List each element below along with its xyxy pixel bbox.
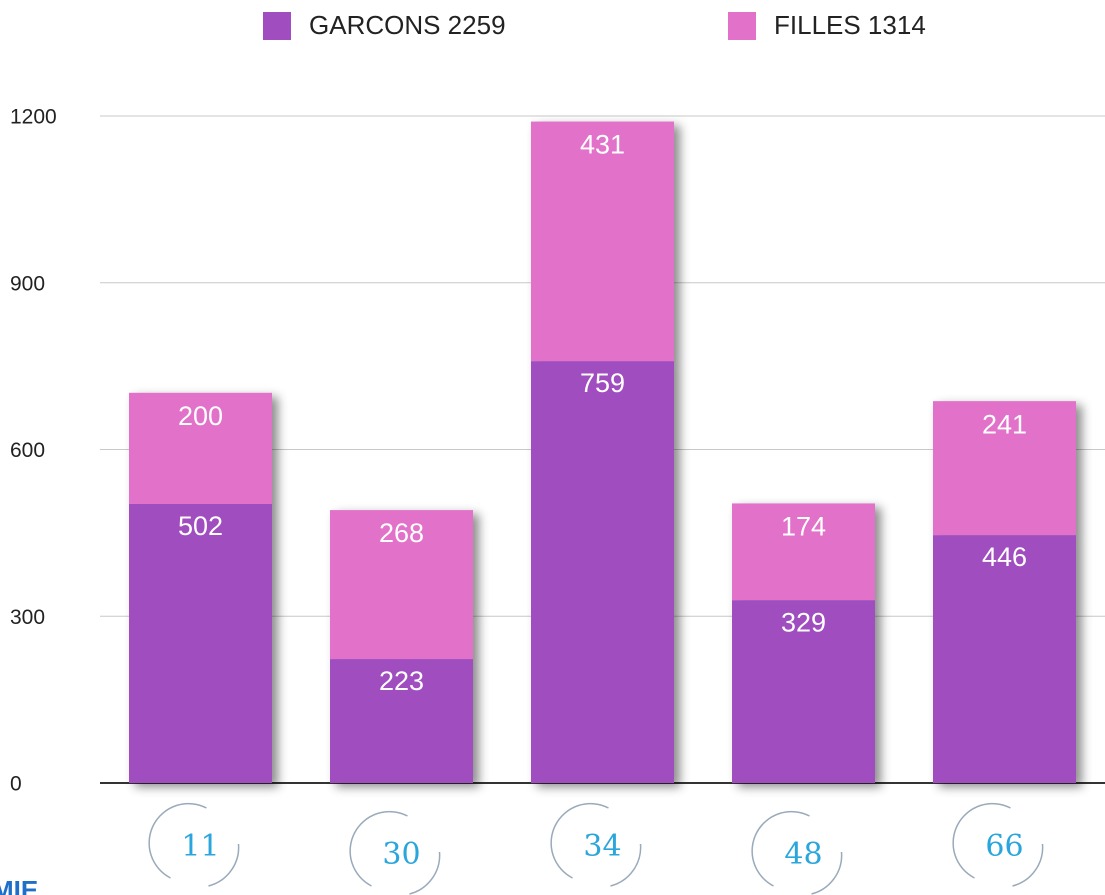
bar-segment: [531, 121, 674, 362]
label-arc: [751, 810, 810, 887]
x-tick-label: 11: [181, 829, 219, 864]
label-arc: [208, 843, 240, 887]
label-arc: [610, 843, 642, 887]
label-arc: [409, 851, 441, 895]
label-arc: [550, 802, 609, 879]
label-arc: [952, 802, 1011, 879]
legend-swatch: [263, 12, 291, 40]
annotation: MIE: [0, 875, 38, 895]
bar-segment: [732, 503, 875, 601]
label-arc: [148, 802, 207, 879]
bar-segment: [933, 401, 1076, 536]
y-tick-label: 300: [10, 606, 45, 629]
data-label: 759: [580, 368, 625, 398]
bar-segment: [330, 510, 473, 660]
legend-swatch: [728, 12, 756, 40]
x-tick-label: 34: [583, 829, 621, 864]
bar-stack: [933, 401, 1076, 783]
x-tick-label: 48: [784, 837, 822, 872]
label-arc: [349, 810, 408, 887]
y-tick-label: 0: [10, 773, 22, 796]
bar-stack: [129, 392, 272, 783]
bar-segment: [933, 535, 1076, 783]
data-label: 446: [982, 542, 1027, 572]
data-label: 268: [379, 518, 424, 548]
y-tick-label: 900: [10, 272, 45, 295]
data-label: 223: [379, 666, 424, 696]
legend-label: FILLES 1314: [774, 10, 926, 40]
bar-segment: [531, 361, 674, 783]
bar-stack: [732, 503, 875, 783]
y-tick-label: 1200: [10, 106, 57, 129]
label-arc: [1012, 843, 1044, 887]
data-label: 200: [178, 401, 223, 431]
data-label: 431: [580, 130, 625, 160]
bar-segment: [129, 392, 272, 504]
legend-label: GARCONS 2259: [309, 10, 506, 40]
data-label: 329: [781, 607, 826, 637]
bar-segment: [330, 659, 473, 783]
data-label: 241: [982, 409, 1027, 439]
bar-segment: [732, 600, 875, 783]
bar-stack: [330, 510, 473, 783]
x-tick-label: 66: [985, 829, 1023, 864]
x-tick-label: 30: [382, 837, 420, 872]
y-tick-label: 600: [10, 439, 45, 462]
data-label: 502: [178, 511, 223, 541]
bar-segment: [129, 503, 272, 783]
data-label: 174: [781, 512, 826, 542]
label-arc: [811, 851, 843, 895]
bar-stack: [531, 121, 674, 783]
